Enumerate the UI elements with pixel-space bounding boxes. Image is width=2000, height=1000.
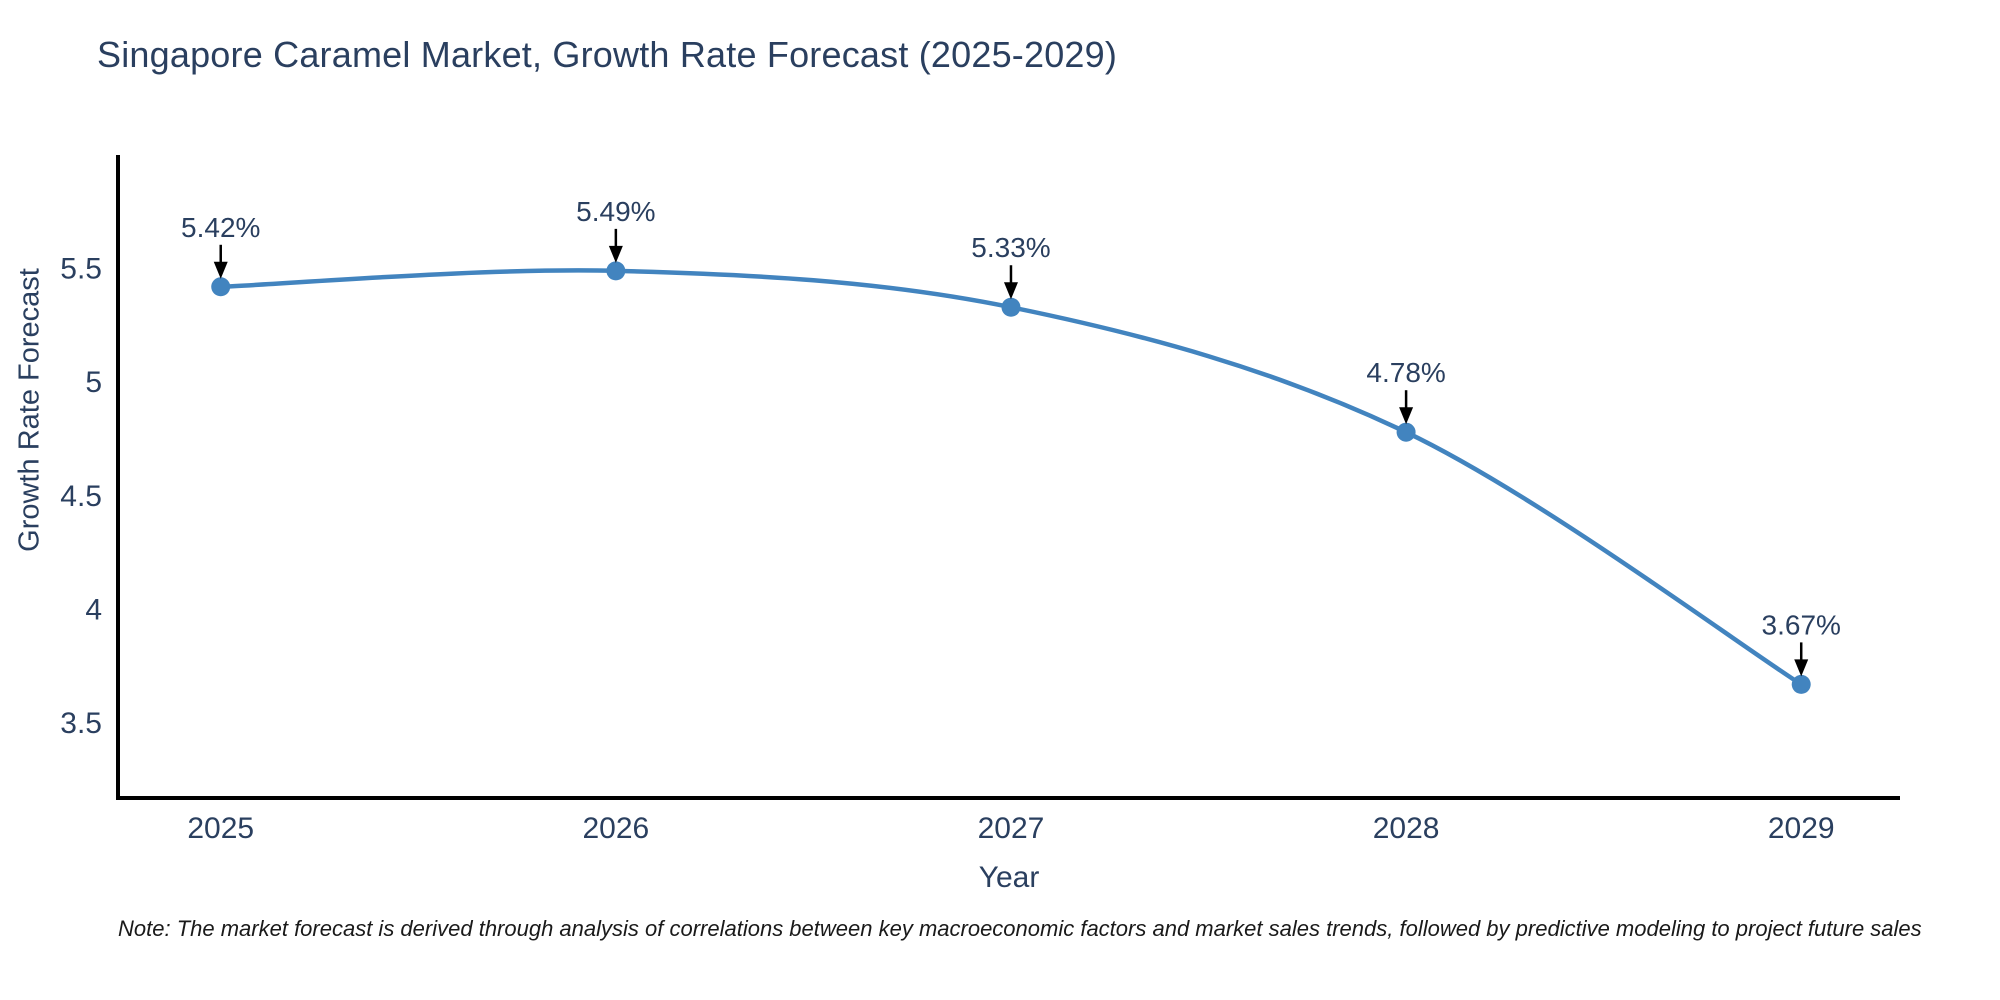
chart-title: Singapore Caramel Market, Growth Rate Fo…	[97, 34, 1118, 75]
y-tick-label: 5	[85, 366, 102, 399]
trend-line	[218, 268, 1804, 687]
y-tick-label: 4	[85, 593, 102, 626]
annotation-arrowhead-icon	[1399, 407, 1414, 425]
x-tick-label: 2025	[187, 812, 254, 845]
x-tick-label: 2029	[1768, 812, 1835, 845]
data-point-label: 4.78%	[1366, 357, 1445, 388]
y-axis-title: Growth Rate Forecast	[13, 268, 46, 552]
y-tick-label: 3.5	[60, 707, 102, 740]
data-point-label: 5.33%	[971, 232, 1050, 263]
data-point-marker	[211, 277, 231, 297]
annotation-arrowhead-icon	[608, 245, 623, 263]
x-tick-label: 2028	[1373, 812, 1440, 845]
y-tick-label: 5.5	[60, 253, 102, 286]
data-point-marker	[606, 261, 626, 281]
data-point-label: 5.49%	[576, 196, 655, 227]
y-tick-label: 4.5	[60, 480, 102, 513]
chart-note: Note: The market forecast is derived thr…	[118, 916, 1922, 941]
annotation-arrowhead-icon	[213, 261, 228, 279]
data-point-label: 5.42%	[181, 212, 260, 243]
x-axis-title: Year	[978, 861, 1040, 894]
data-point-marker	[1791, 674, 1811, 694]
x-tick-label: 2027	[978, 812, 1045, 845]
annotation-arrowhead-icon	[1003, 282, 1018, 300]
annotation-arrowhead-icon	[1794, 659, 1809, 677]
axis-lines	[116, 155, 1900, 800]
data-point-label: 3.67%	[1762, 609, 1841, 640]
x-tick-label: 2026	[582, 812, 649, 845]
data-point-marker	[1396, 422, 1416, 442]
data-point-marker	[1001, 297, 1021, 317]
